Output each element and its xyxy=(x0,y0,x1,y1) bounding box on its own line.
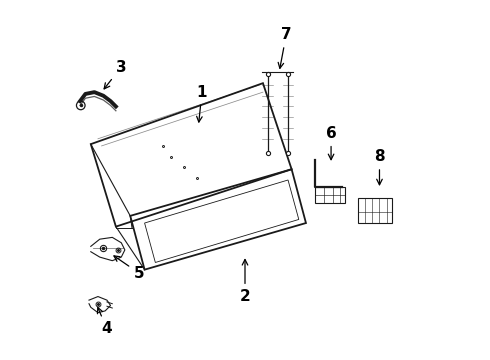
Text: 5: 5 xyxy=(114,256,145,281)
Text: 7: 7 xyxy=(278,27,292,68)
Text: 1: 1 xyxy=(196,85,207,122)
Bar xyxy=(315,187,345,203)
Text: 4: 4 xyxy=(98,307,112,336)
Text: 2: 2 xyxy=(240,260,250,304)
Text: 8: 8 xyxy=(374,149,385,185)
Text: 6: 6 xyxy=(326,126,337,160)
Text: 3: 3 xyxy=(104,59,126,89)
Bar xyxy=(358,198,392,223)
